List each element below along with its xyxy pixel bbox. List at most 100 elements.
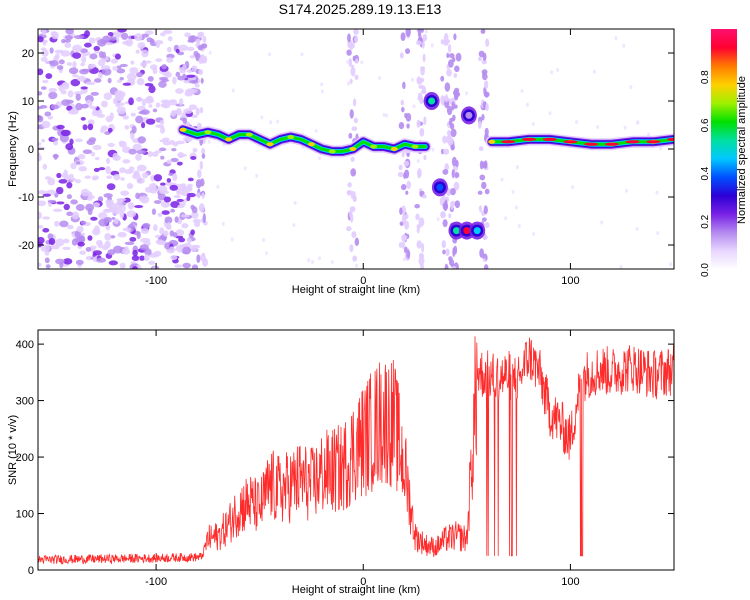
spectrogram-noise-speck bbox=[514, 205, 518, 210]
spectrogram-noise-speck bbox=[105, 166, 111, 174]
spectrogram-noise-speck bbox=[71, 211, 80, 220]
spectrogram-noise-speck bbox=[166, 57, 174, 63]
spectrogram-noise-speck bbox=[181, 223, 189, 229]
spectrogram-noise-speck bbox=[175, 48, 180, 54]
spectrogram-noise-speck bbox=[89, 53, 98, 60]
spectrogram-noise-speck bbox=[154, 234, 161, 239]
spectrogram-noise-speck bbox=[80, 62, 85, 67]
colorbar-tick-label: 0.4 bbox=[700, 166, 711, 180]
spectrogram-streak-speck bbox=[483, 160, 488, 169]
spectrogram-noise-speck bbox=[515, 165, 519, 170]
spectrogram-ridge-core bbox=[604, 142, 619, 146]
spectrogram-noise-speck bbox=[85, 81, 96, 86]
spectrogram-noise-speck bbox=[75, 161, 81, 165]
spectrogram-noise-speck bbox=[260, 115, 264, 120]
spectrogram-noise-speck bbox=[47, 115, 54, 120]
spectrogram-noise-speck bbox=[143, 254, 150, 261]
spectrogram-noise-speck bbox=[55, 238, 65, 247]
spectrogram-noise-speck bbox=[520, 89, 524, 94]
spectrogram-noise-speck bbox=[659, 146, 663, 151]
spectrogram-noise-speck bbox=[80, 116, 86, 121]
spectrogram-ridge-peak bbox=[307, 142, 315, 147]
spectrogram-noise-speck bbox=[40, 56, 48, 62]
snr-y-tick-label: 100 bbox=[16, 509, 34, 521]
spectrogram-noise-speck bbox=[112, 66, 117, 71]
snr-y-label: SNR (10 * v/v) bbox=[7, 415, 19, 485]
spectrogram-streak-speck bbox=[416, 240, 422, 249]
spectrogram-noise-speck bbox=[101, 67, 112, 76]
spectrogram-streak-speck bbox=[398, 121, 405, 130]
spectrogram-streak-speck bbox=[197, 31, 203, 39]
spectrogram-streak-speck bbox=[419, 127, 425, 137]
spectrogram-streak-speck bbox=[416, 119, 421, 128]
spectrogram-noise-speck bbox=[169, 184, 179, 191]
spectrogram-streak-speck bbox=[403, 235, 408, 240]
spectrogram-noise-speck bbox=[128, 148, 137, 155]
colorbar: 0.0 0.2 0.4 0.6 0.8 Normalized spectral ampl… bbox=[700, 29, 748, 277]
spectrogram-noise-speck bbox=[130, 132, 135, 140]
spectrogram-streak-speck bbox=[348, 132, 353, 139]
spectrogram-streak-speck bbox=[352, 55, 356, 62]
spectrogram-noise-speck bbox=[317, 156, 321, 161]
spectrogram-streak-speck bbox=[346, 191, 352, 196]
spectrogram-noise-speck bbox=[85, 247, 92, 252]
spectrogram-noise-speck bbox=[230, 237, 234, 242]
spectrogram-noise-speck bbox=[136, 77, 145, 86]
spectrogram-noise-speck bbox=[50, 104, 59, 110]
spectrogram-noise-speck bbox=[155, 124, 164, 128]
spectrogram-noise-speck bbox=[38, 91, 43, 96]
spectrogram-noise-speck bbox=[61, 38, 66, 44]
spectrogram-noise-speck bbox=[402, 257, 406, 262]
spectrogram-streak-speck bbox=[349, 109, 354, 119]
spectrogram-noise-speck bbox=[268, 52, 272, 57]
spectrogram-noise-speck bbox=[132, 249, 138, 257]
spectrogram-noise-speck bbox=[53, 140, 59, 146]
spectrogram-noise-speck bbox=[66, 211, 73, 217]
spectrogram-noise-speck bbox=[117, 231, 127, 238]
spectrogram-noise-speck bbox=[76, 75, 87, 82]
spectrogram-noise-speck bbox=[38, 262, 42, 268]
spectrogram-noise-speck bbox=[112, 152, 119, 160]
spectrogram-noise-speck bbox=[64, 35, 73, 41]
spectrogram-noise-speck bbox=[177, 75, 186, 81]
spectrogram-noise-speck bbox=[175, 229, 185, 237]
spectrogram-noise-speck bbox=[330, 259, 334, 264]
spectrogram-noise-speck bbox=[41, 86, 47, 90]
spectrogram-noise-speck bbox=[116, 102, 125, 106]
spectrogram-noise-speck bbox=[136, 164, 147, 172]
spectrogram-noise-speck bbox=[669, 262, 673, 267]
spectrogram-ridge-peak bbox=[179, 127, 187, 132]
spectrogram-streak-speck bbox=[422, 53, 426, 63]
snr-y-tick-label: 300 bbox=[16, 396, 34, 408]
spectrogram-streak-speck bbox=[448, 213, 452, 219]
spectrogram-streak-speck bbox=[442, 202, 449, 211]
spectrogram-noise-speck bbox=[629, 85, 633, 90]
spectrogram-noise-speck bbox=[153, 250, 162, 257]
spectrogram-noise-speck bbox=[119, 76, 124, 81]
spectrogram-noise-speck bbox=[318, 256, 322, 261]
spectrogram-noise-speck bbox=[382, 112, 386, 117]
spectrogram-noise-speck bbox=[128, 166, 135, 172]
spectrogram-noise-speck bbox=[166, 178, 172, 183]
spectrogram-noise-speck bbox=[173, 194, 181, 199]
colorbar-tick-label: 0.2 bbox=[700, 214, 711, 228]
spectrogram-noise-speck bbox=[180, 185, 188, 191]
spectrogram-noise-speck bbox=[600, 220, 604, 225]
spectrogram-streak-speck bbox=[400, 99, 404, 106]
spectrogram-noise-speck bbox=[158, 80, 167, 88]
spectrogram-noise-speck bbox=[166, 159, 173, 164]
spectrogram-noise-speck bbox=[186, 46, 195, 51]
spectrogram-noise-speck bbox=[38, 106, 44, 110]
spectrogram-y-tick-label: 0 bbox=[28, 144, 34, 156]
spectrogram-noise-speck bbox=[623, 125, 627, 130]
spectrogram-noise-speck bbox=[320, 82, 324, 87]
spectrogram-noise-speck bbox=[571, 185, 575, 190]
spectrogram-noise-speck bbox=[311, 259, 315, 264]
spectrogram-noise-speck bbox=[59, 134, 69, 143]
spectrogram-streak-speck bbox=[350, 156, 355, 162]
spectrogram-noise-speck bbox=[116, 79, 122, 84]
spectrogram-noise-speck bbox=[84, 30, 90, 38]
spectrogram-noise-speck bbox=[103, 216, 112, 223]
spectrogram-noise-speck bbox=[300, 52, 304, 57]
spectrogram-noise-speck bbox=[118, 140, 124, 146]
